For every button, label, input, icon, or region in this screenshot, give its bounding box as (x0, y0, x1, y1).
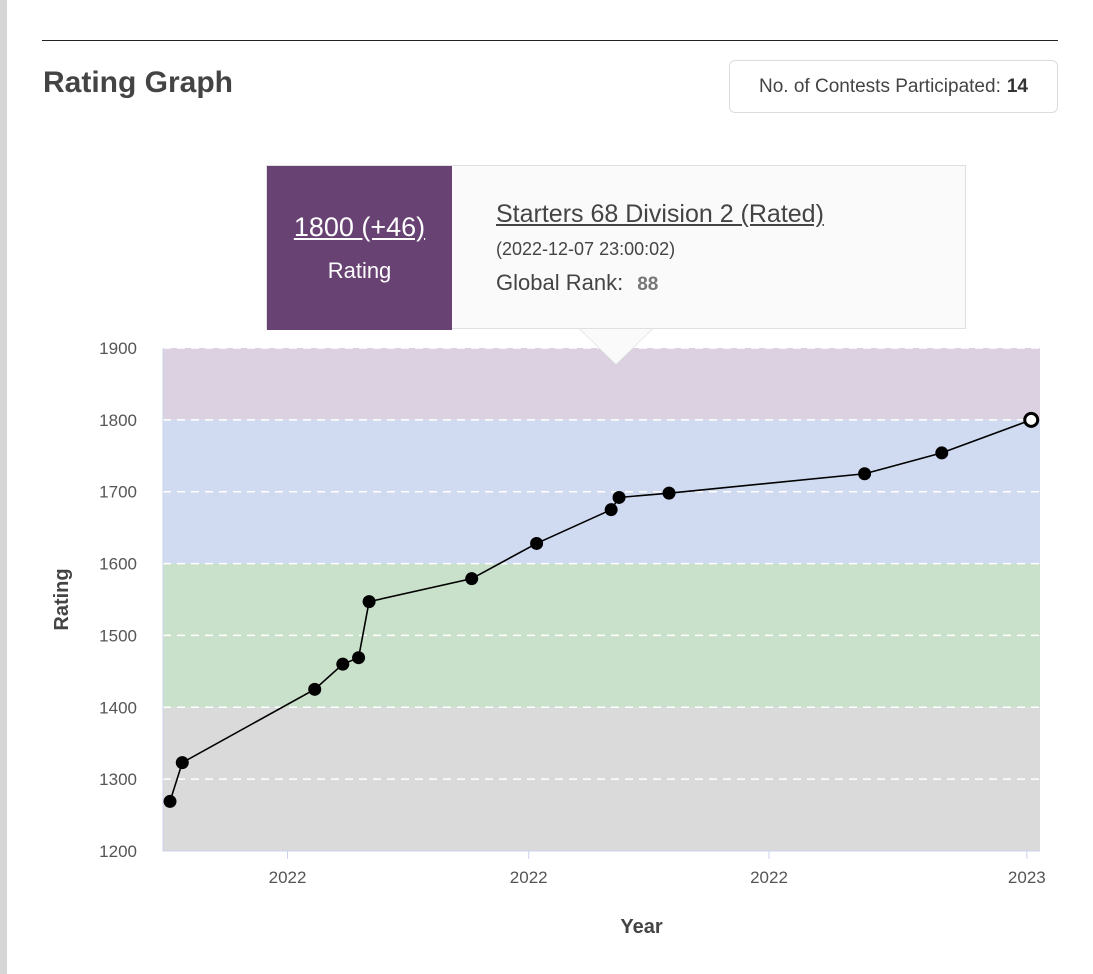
y-tick-label-1500: 1500 (99, 626, 137, 645)
y-tick-label-1200: 1200 (99, 842, 137, 861)
contests-count: 14 (1006, 75, 1028, 97)
data-point-12 (935, 446, 949, 460)
x-axis-title: Year (620, 916, 662, 938)
x-tick-label-1: 2022 (510, 868, 548, 887)
y-tick-label-1400: 1400 (99, 698, 137, 717)
y-tick-label-1800: 1800 (99, 411, 137, 430)
data-point-4 (352, 651, 366, 665)
tooltip-rank-value: 88 (637, 274, 659, 295)
tooltip-rank-label: Global Rank: (496, 270, 624, 295)
x-tick-label-2: 2022 (750, 868, 788, 887)
data-point-6 (465, 572, 479, 586)
data-point-2 (308, 682, 322, 696)
data-point-1 (175, 756, 189, 770)
data-point-11 (858, 467, 872, 481)
data-point-9 (612, 490, 626, 504)
tooltip-rating-panel: 1800 (+46) Rating (267, 166, 452, 330)
data-point-selected (1023, 411, 1040, 428)
page-title: Rating Graph (43, 66, 234, 99)
contests-count-box: No. of Contests Participated: 14 (729, 60, 1058, 113)
data-point-5 (362, 595, 376, 609)
contests-label: No. of Contests Participated: (759, 75, 1001, 97)
data-point-3 (336, 657, 350, 671)
x-tick-label-3: 2023 (1008, 868, 1046, 887)
section-divider (42, 40, 1058, 41)
y-tick-label-1300: 1300 (99, 770, 137, 789)
tooltip-rating-label: Rating (327, 258, 392, 283)
contest-tooltip: 1800 (+46) Rating Starters 68 Division 2… (266, 165, 966, 330)
tooltip-contest-link[interactable]: Starters 68 Division 2 (Rated) (496, 200, 824, 228)
data-point-8 (604, 503, 618, 517)
y-tick-label-1900: 1900 (99, 339, 137, 358)
tooltip-contest-date: (2022-12-07 23:00:02) (496, 239, 676, 259)
y-tick-label-1600: 1600 (99, 555, 137, 574)
y-tick-label-1700: 1700 (99, 483, 137, 502)
data-point-10 (662, 486, 676, 500)
data-point-0 (163, 794, 177, 808)
data-point-7 (530, 536, 544, 550)
x-tick-label-0: 2022 (269, 868, 307, 887)
y-axis-title: Rating (51, 568, 73, 630)
tooltip-rating-value[interactable]: 1800 (+46) (293, 212, 426, 242)
page-left-border (0, 0, 7, 974)
tooltip-arrow (580, 329, 652, 364)
tooltip-global-rank: Global Rank: 88 (496, 270, 658, 296)
